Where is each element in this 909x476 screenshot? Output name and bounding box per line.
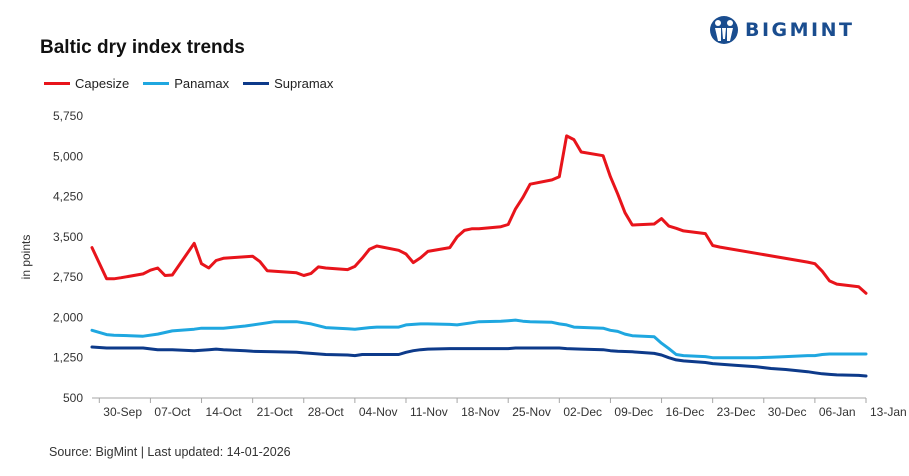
y-tick-label: 500 [63, 391, 83, 405]
x-tick-label: 21-Oct [257, 405, 294, 419]
x-tick-label: 14-Oct [206, 405, 243, 419]
source-note: Source: BigMint | Last updated: 14-01-20… [49, 445, 291, 459]
logo-text: BIGMINT [745, 19, 855, 41]
series-line-supramax [90, 345, 868, 378]
y-tick-label: 3,500 [53, 230, 83, 244]
series-line-panamax [90, 318, 868, 360]
x-tick-label: 16-Dec [666, 405, 705, 419]
bigmint-logo: BIGMINT [709, 14, 855, 46]
x-tick-label: 30-Dec [768, 405, 807, 419]
x-tick-label: 13-Jan [870, 405, 907, 419]
legend-swatch-capesize [44, 82, 70, 85]
x-tick-label: 02-Dec [563, 405, 602, 419]
legend-item-panamax: Panamax [143, 76, 229, 91]
y-axis-label: in points [19, 235, 33, 280]
y-tick-label: 1,250 [53, 351, 83, 365]
x-tick-label: 04-Nov [359, 405, 398, 419]
legend-swatch-supramax [243, 82, 270, 85]
bigmint-people-icon [710, 16, 738, 44]
x-tick-label: 07-Oct [154, 405, 191, 419]
legend-label-capesize: Capesize [75, 76, 130, 91]
y-tick-label: 5,000 [53, 149, 83, 163]
legend-label-supramax: Supramax [274, 76, 334, 91]
x-tick-label: 11-Nov [410, 405, 448, 419]
x-tick-label: 18-Nov [461, 405, 500, 419]
y-tick-label: 2,000 [53, 310, 83, 324]
x-tick-label: 28-Oct [308, 405, 345, 419]
x-tick-label: 09-Dec [614, 405, 653, 419]
chart-legend: Capesize Panamax Supramax [44, 76, 333, 91]
x-tick-label: 06-Jan [819, 405, 856, 419]
x-tick-label: 23-Dec [717, 405, 756, 419]
x-tick-label: 30-Sep [103, 405, 142, 419]
legend-item-supramax: Supramax [243, 76, 333, 91]
legend-label-panamax: Panamax [174, 76, 230, 91]
y-tick-label: 5,750 [53, 109, 83, 123]
legend-swatch-panamax [143, 82, 170, 85]
x-tick-label: 25-Nov [512, 405, 551, 419]
series-line-capesize [90, 134, 868, 295]
y-tick-label: 4,250 [53, 190, 83, 204]
legend-item-capesize: Capesize [44, 76, 129, 91]
y-tick-label: 2,750 [53, 270, 83, 284]
chart-title: Baltic dry index trends [40, 37, 245, 58]
